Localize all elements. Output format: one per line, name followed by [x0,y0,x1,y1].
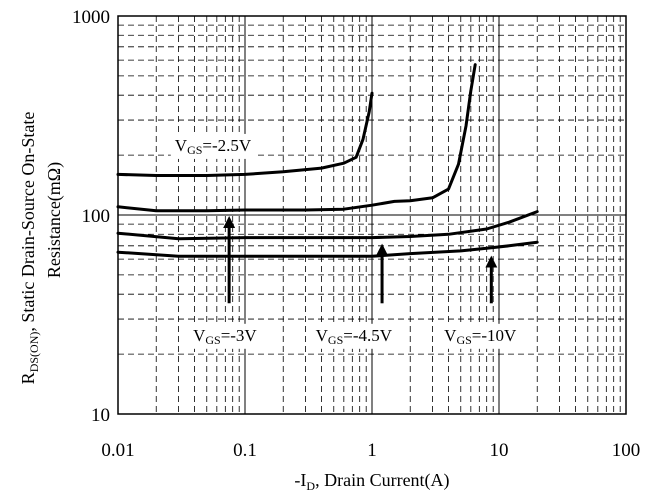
label-vgs45: VGS=-4.5V [311,323,397,349]
plot-frame [117,15,627,415]
x-axis-label-pre: -I [294,470,306,490]
series-line-4 [116,240,539,258]
label-post: =-10V [472,326,517,345]
y-tick-labels: 10 100 1000 [72,7,110,426]
label-text: VGS=-4.5V [316,326,393,347]
label-sub: GS [205,333,220,347]
label-background [440,323,522,349]
y-tick-label: 100 [82,206,111,227]
label-background [170,133,256,159]
y-tick-label: 10 [91,405,110,426]
x-tick-label: 100 [612,440,641,461]
x-axis-label-sub: D [306,479,315,493]
y-tick-label: 1000 [72,7,110,28]
label-post: =-2.5V [202,136,251,155]
label-text: VGS=-3V [193,326,257,347]
x-tick-label: 10 [490,440,509,461]
y-axis-label-line2: Resistance(mΩ) [44,162,65,278]
x-axis-label: -ID, Drain Current(A) [294,470,449,493]
x-tick-labels: 0.01 0.1 1 10 100 [101,440,640,461]
series-line-1 [116,91,374,177]
y-axis-label-sub: DS(ON) [27,332,41,373]
label-sub: GS [187,143,202,157]
label-post: =-4.5V [343,326,392,345]
label-pre: V [444,326,457,345]
x-axis-label-post: , Drain Current(A) [315,470,449,491]
plot-border [117,15,627,415]
y-axis-label-post: , Static Drain-Source On-State [18,112,38,332]
label-pre: V [316,326,329,345]
label-vgs10: VGS=-10V [440,323,522,349]
grid-lines [118,16,626,414]
y-axis-label: RDS(ON), Static Drain-Source On-State Re… [18,112,65,385]
label-pre: V [193,326,206,345]
label-text: VGS=-2.5V [175,136,252,157]
label-background [189,323,262,349]
label-sub: GS [456,333,471,347]
x-tick-label: 1 [367,440,377,461]
label-post: =-3V [221,326,258,345]
label-vgs25: VGS=-2.5V [170,133,256,159]
label-background [311,323,397,349]
y-axis-label-pre: R [18,372,38,384]
svg-text:RDS(ON), Static Drain-Source O: RDS(ON), Static Drain-Source On-State [18,112,41,385]
x-tick-label: 0.01 [101,440,134,461]
x-tick-label: 0.1 [233,440,257,461]
label-sub: GS [328,333,343,347]
label-vgs3: VGS=-3V [189,323,262,349]
series-line-2 [116,63,477,213]
series-line-3 [116,210,539,241]
label-pre: V [175,136,188,155]
label-text: VGS=-10V [444,326,517,347]
series-layer [116,63,539,258]
arrow-layer [223,215,498,304]
